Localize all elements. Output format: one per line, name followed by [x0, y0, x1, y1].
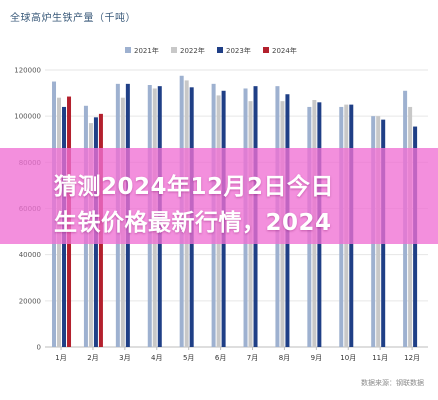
legend-swatch: [263, 47, 269, 53]
y-tick-label: 20000: [19, 297, 41, 305]
x-axis-ticks: 1月 2月 3月 4月 5月 6月 7月 8月 9月 10月 11月 12月: [55, 347, 420, 362]
x-tick-label: 12月: [404, 354, 420, 362]
chart-title: 全球高炉生铁产量（千吨）: [10, 13, 136, 24]
x-tick-label: 1月: [55, 354, 66, 362]
banner-text-line-1: 猜测2024年12月2日今日: [54, 174, 335, 200]
overlay-banner: 猜测2024年12月2日今日 生铁价格最新行情，2024: [0, 148, 438, 244]
x-tick-label: 2月: [87, 354, 98, 362]
legend-label: 2022年: [180, 46, 205, 55]
legend-swatch: [125, 47, 131, 53]
x-tick-label: 6月: [215, 354, 226, 362]
x-tick-label: 7月: [247, 354, 258, 362]
legend-swatch: [171, 47, 177, 53]
y-tick-label: 0: [37, 344, 41, 352]
legend-swatch: [217, 47, 223, 53]
source-note: 数据来源：钢联数据: [361, 379, 424, 387]
legend-label: 2021年: [134, 46, 159, 55]
y-tick-label: 100000: [14, 113, 41, 121]
x-tick-label: 4月: [151, 354, 162, 362]
legend-label: 2024年: [272, 46, 297, 55]
banner-text-line-2: 生铁价格最新行情，2024: [54, 210, 332, 236]
y-tick-label: 40000: [19, 251, 41, 259]
y-tick-label: 120000: [14, 67, 41, 75]
x-tick-label: 8月: [279, 354, 290, 362]
x-tick-label: 11月: [372, 354, 388, 362]
legend: 2021年 2022年 2023年 2024年: [125, 46, 297, 55]
legend-label: 2023年: [226, 46, 251, 55]
x-tick-label: 5月: [183, 354, 194, 362]
x-tick-label: 9月: [311, 354, 322, 362]
x-tick-label: 10月: [340, 354, 356, 362]
x-tick-label: 3月: [119, 354, 130, 362]
